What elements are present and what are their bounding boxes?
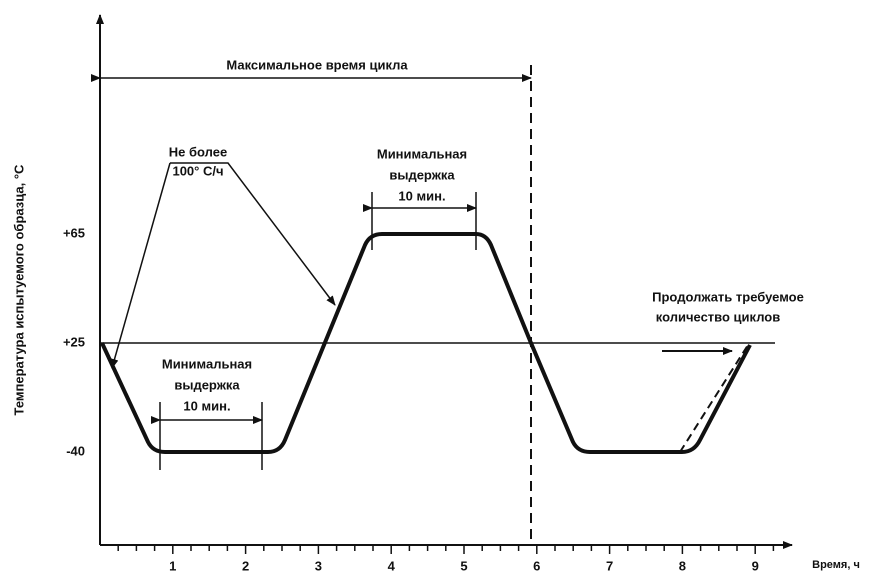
x-ticks: 1 2 3 4 5 6 7 8 9 (169, 558, 759, 573)
y-axis-label: Температура испытуемого образца, °С (11, 164, 26, 415)
annotation: выдержка (389, 167, 455, 182)
annotation: Минимальная (377, 146, 467, 161)
annotation: количество циклов (656, 309, 780, 324)
x-tick-label: 7 (606, 558, 613, 573)
x-tick-label: 3 (315, 558, 322, 573)
x-tick-label: 5 (460, 558, 467, 573)
annotation: Максимальное время цикла (226, 57, 408, 72)
annotation: 100° С/ч (172, 163, 223, 178)
y-tick-label: -40 (66, 443, 85, 458)
x-tick-label: 2 (242, 558, 249, 573)
x-tick-label: 9 (752, 558, 759, 573)
annotation: выдержка (174, 377, 240, 392)
rate-arrow (110, 162, 171, 369)
x-tick-label: 4 (388, 558, 396, 573)
x-tick-label: 8 (679, 558, 686, 573)
annotation: Минимальная (162, 356, 252, 371)
x-tick-label: 1 (169, 558, 176, 573)
y-tick-label: +25 (63, 334, 85, 349)
annotation: 10 мин. (398, 188, 445, 203)
minor-ticks (117, 545, 775, 554)
x-axis-label: Время, ч (812, 559, 860, 571)
rate-arrow (170, 162, 336, 306)
y-tick-label: +65 (63, 225, 85, 240)
x-tick-label: 6 (533, 558, 540, 573)
dashed-curve (679, 344, 749, 453)
annotation: Продолжать требуемое (652, 289, 804, 304)
annotation: Не более (169, 144, 227, 159)
annotation: 10 мин. (183, 398, 230, 413)
